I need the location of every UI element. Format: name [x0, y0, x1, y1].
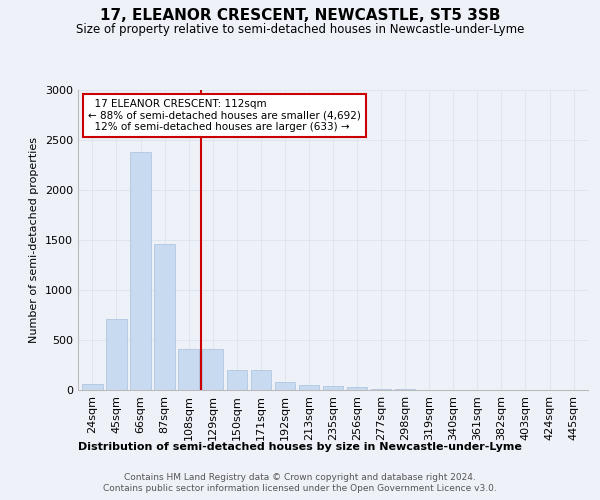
Text: Contains public sector information licensed under the Open Government Licence v3: Contains public sector information licen… — [103, 484, 497, 493]
Bar — [347, 387, 367, 390]
Bar — [82, 384, 103, 390]
Text: 17, ELEANOR CRESCENT, NEWCASTLE, ST5 3SB: 17, ELEANOR CRESCENT, NEWCASTLE, ST5 3SB — [100, 8, 500, 22]
Bar — [154, 244, 175, 390]
Bar — [323, 386, 343, 390]
Bar — [251, 370, 271, 390]
Bar — [275, 382, 295, 390]
Y-axis label: Number of semi-detached properties: Number of semi-detached properties — [29, 137, 40, 343]
Bar — [178, 348, 199, 390]
Bar — [130, 152, 151, 390]
Text: Size of property relative to semi-detached houses in Newcastle-under-Lyme: Size of property relative to semi-detach… — [76, 22, 524, 36]
Text: 17 ELEANOR CRESCENT: 112sqm
← 88% of semi-detached houses are smaller (4,692)
  : 17 ELEANOR CRESCENT: 112sqm ← 88% of sem… — [88, 99, 361, 132]
Bar — [106, 319, 127, 390]
Bar — [202, 348, 223, 390]
Bar — [395, 389, 415, 390]
Bar — [299, 384, 319, 390]
Bar — [371, 388, 391, 390]
Bar — [227, 370, 247, 390]
Text: Distribution of semi-detached houses by size in Newcastle-under-Lyme: Distribution of semi-detached houses by … — [78, 442, 522, 452]
Text: Contains HM Land Registry data © Crown copyright and database right 2024.: Contains HM Land Registry data © Crown c… — [124, 472, 476, 482]
